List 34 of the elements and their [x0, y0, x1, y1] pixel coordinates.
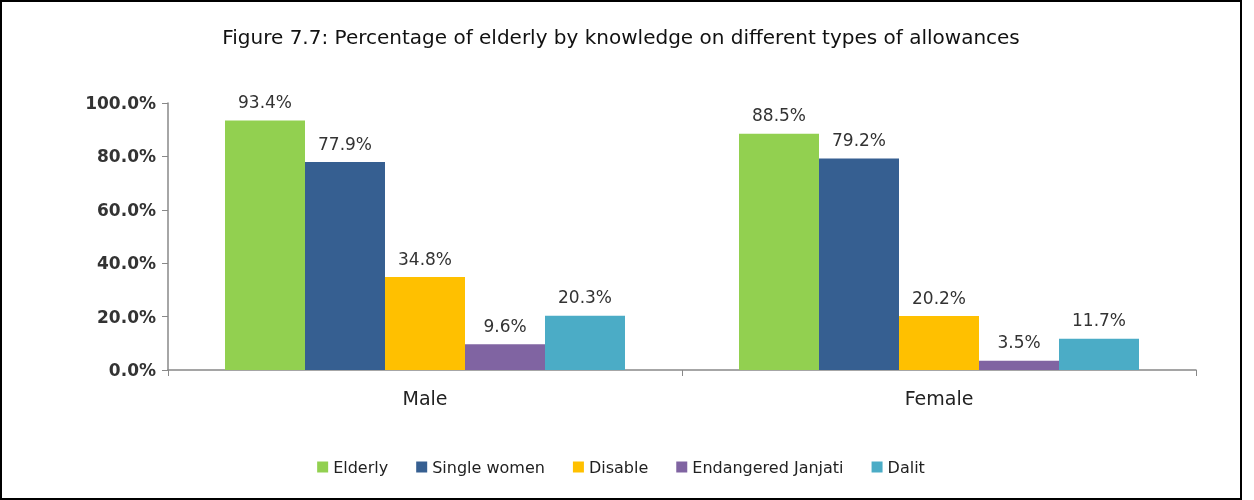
- y-tick-label: 20.0%: [97, 306, 156, 327]
- legend-label: Dalit: [887, 457, 925, 477]
- bar: [739, 133, 819, 370]
- legend-label: Disable: [588, 457, 649, 477]
- bar: [305, 162, 385, 370]
- data-label: 9.6%: [483, 315, 527, 336]
- bar: [545, 315, 625, 370]
- y-tick-label: 0.0%: [108, 360, 156, 380]
- bar: [979, 360, 1059, 370]
- chart-title: Figure 7.7: Percentage of elderly by knowledge on different types of allowances: [222, 25, 1020, 49]
- y-tick-label: 100.0%: [85, 93, 156, 113]
- data-label: 20.3%: [557, 287, 613, 308]
- data-label: 34.8%: [397, 248, 453, 269]
- y-tick-label: 60.0%: [97, 199, 156, 220]
- bar: [465, 344, 545, 370]
- legend-label: Elderly: [333, 457, 389, 477]
- bar: [899, 316, 979, 370]
- bar: [385, 277, 465, 370]
- x-tick-label: Male: [402, 386, 448, 409]
- data-label: 79.2%: [831, 130, 887, 151]
- legend-label: Single women: [432, 457, 545, 477]
- y-tick-label: 40.0%: [97, 253, 156, 274]
- bar: [225, 120, 305, 370]
- bar: [819, 158, 899, 370]
- legend-label: Endangered Janjati: [692, 457, 844, 477]
- data-label: 3.5%: [997, 332, 1041, 353]
- y-tick-label: 80.0%: [97, 146, 156, 167]
- data-label: 11.7%: [1071, 310, 1127, 331]
- bar: [1059, 338, 1139, 370]
- x-tick-label: Female: [904, 386, 974, 409]
- data-label: 77.9%: [317, 133, 373, 154]
- data-label: 20.2%: [911, 287, 967, 308]
- data-label: 93.4%: [237, 92, 293, 113]
- data-label: 88.5%: [751, 105, 807, 126]
